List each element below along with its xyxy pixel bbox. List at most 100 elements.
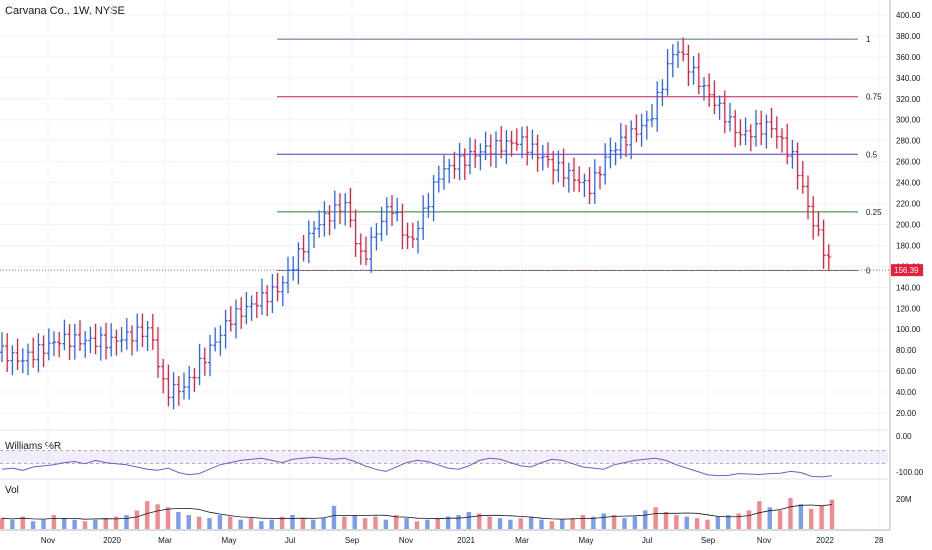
volume-bar <box>196 516 202 529</box>
ohlc-bar <box>171 372 176 410</box>
ohlc-bar <box>228 306 233 332</box>
ohlc-bar <box>234 299 238 339</box>
ohlc-bar <box>130 325 134 356</box>
ohlc-bar <box>722 90 727 134</box>
volume-bar <box>456 515 461 529</box>
volume-bar <box>477 513 482 529</box>
volume-bar <box>248 518 254 529</box>
price-tick-label: 140.00 <box>896 283 921 292</box>
ohlc-bar <box>202 347 207 376</box>
volume-bar <box>425 519 430 529</box>
volume-bar <box>176 511 181 529</box>
volume-bar <box>362 518 368 529</box>
ohlc-bar <box>416 220 420 254</box>
ohlc-bar <box>780 128 784 153</box>
price-tick-label: 240.00 <box>896 179 921 188</box>
volume-bar <box>757 501 762 529</box>
volume-ma-line <box>1 504 833 520</box>
ohlc-bar <box>551 151 556 185</box>
volume-bar <box>155 504 160 529</box>
volume-bar <box>663 511 669 529</box>
time-tick-label: Sep <box>701 536 716 545</box>
volume-bar <box>777 510 783 529</box>
ohlc-bar <box>483 131 488 161</box>
ohlc-bar <box>0 332 4 363</box>
ohlc-bar <box>426 192 431 218</box>
price-tick-label: 60.00 <box>896 367 917 376</box>
ohlc-bar <box>520 126 524 159</box>
time-tick-label: May <box>578 536 593 545</box>
price-tick-label: 300.00 <box>896 116 921 125</box>
ohlc-bar <box>525 126 530 166</box>
ohlc-bar <box>540 145 545 171</box>
ohlc-bar <box>15 338 20 370</box>
ohlc-bar <box>72 323 77 360</box>
ohlc-bars <box>0 37 831 410</box>
time-tick-label: Jul <box>285 536 295 545</box>
volume-bar <box>736 513 741 529</box>
ohlc-bar <box>156 327 160 378</box>
ohlc-bar <box>686 44 691 86</box>
last-price-label: 156.39 <box>894 266 919 275</box>
ohlc-bar <box>223 309 228 349</box>
volume-bar <box>819 505 824 529</box>
ohlc-bar <box>754 109 758 147</box>
price-tick-label: 20.00 <box>896 409 917 418</box>
volume-bar <box>674 515 679 529</box>
ohlc-bar <box>192 368 197 392</box>
ohlc-bar <box>790 139 795 169</box>
ohlc-bar <box>353 209 358 257</box>
volume-bar <box>684 516 689 529</box>
ohlc-bar <box>161 358 166 394</box>
fib-level-label: 1 <box>866 35 871 44</box>
volume-tick-label: 20M <box>896 495 912 504</box>
price-tick-label: 260.00 <box>896 158 921 167</box>
ohlc-bar <box>98 326 103 361</box>
ohlc-bar <box>806 175 810 220</box>
ohlc-bar <box>728 102 732 132</box>
ohlc-bar <box>88 326 93 354</box>
ohlc-bar <box>572 157 576 192</box>
volume-bar <box>20 516 25 529</box>
volume-bar <box>124 515 129 529</box>
volume-bar <box>41 519 46 529</box>
ohlc-bar <box>410 222 415 248</box>
ohlc-bar <box>254 291 259 318</box>
ohlc-bar <box>36 333 41 373</box>
ohlc-bar <box>20 348 25 374</box>
price-tick-label: 320.00 <box>896 95 921 104</box>
volume-bar <box>746 510 752 529</box>
fib-retracement[interactable]: 1 0.75 0.5 0.25 0 <box>0 35 890 276</box>
volume-bar <box>404 518 409 529</box>
volume-bar <box>570 518 575 529</box>
ohlc-bar <box>338 193 342 225</box>
ohlc-bar <box>249 295 254 321</box>
ohlc-bar <box>41 335 46 368</box>
time-tick-label: Nov <box>399 536 413 545</box>
ohlc-bar <box>624 124 628 157</box>
ohlc-bar <box>676 41 680 68</box>
ohlc-bar <box>452 151 457 179</box>
ohlc-bar <box>702 77 706 101</box>
volume-bar <box>580 515 586 529</box>
volume-bar <box>643 510 648 529</box>
ohlc-bar <box>312 221 316 248</box>
volume-bar <box>238 519 243 529</box>
ohlc-bar <box>187 365 192 400</box>
ohlc-bar <box>421 195 426 240</box>
ohlc-bar <box>296 242 301 285</box>
volume-bar <box>414 521 420 529</box>
volume-pane <box>0 498 835 529</box>
ohlc-bar <box>436 165 441 193</box>
ohlc-bar <box>270 274 275 313</box>
ohlc-bar <box>31 337 36 368</box>
ohlc-bar <box>748 124 753 152</box>
ohlc-bar <box>280 275 285 307</box>
ohlc-bar <box>197 343 202 386</box>
fib-level-label: 0.5 <box>866 150 878 159</box>
time-tick-label: Nov <box>41 536 55 545</box>
williams-pane <box>0 450 888 478</box>
volume-bar <box>726 515 731 529</box>
